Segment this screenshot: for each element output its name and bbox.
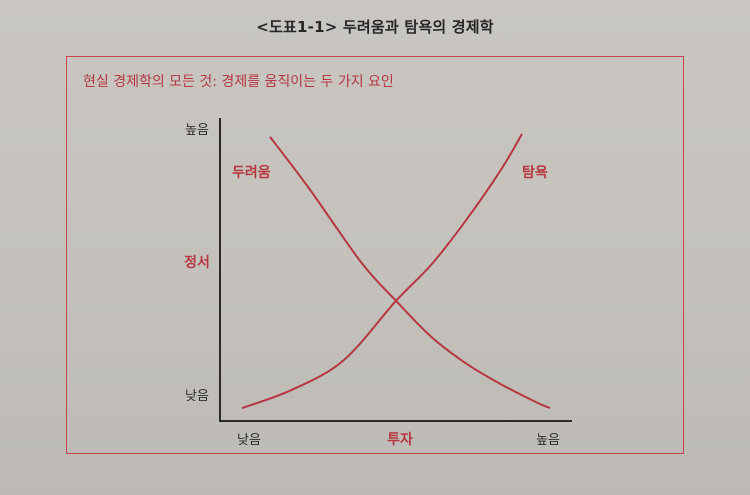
figure-title: <도표1-1> 두려움과 탐욕의 경제학 [256, 18, 494, 36]
series-line-fear [269, 136, 551, 410]
y-axis-title: 정서 [184, 254, 210, 271]
x-axis-title: 투자 [387, 432, 413, 448]
x-tick-high: 높음 [536, 433, 560, 448]
y-tick-low: 낮음 [185, 389, 209, 404]
figure-subtitle: 현실 경제학의 모든 것: 경제를 움직이는 두 가지 요인 [83, 74, 394, 90]
figure-frame: 현실 경제학의 모든 것: 경제를 움직이는 두 가지 요인 [66, 56, 684, 454]
x-tick-low: 낮음 [237, 433, 261, 448]
series-label-greed: 탐욕 [522, 164, 548, 181]
series-line-greed [241, 133, 523, 410]
series-label-fear: 두려움 [232, 164, 271, 181]
y-tick-high: 높음 [185, 123, 209, 138]
